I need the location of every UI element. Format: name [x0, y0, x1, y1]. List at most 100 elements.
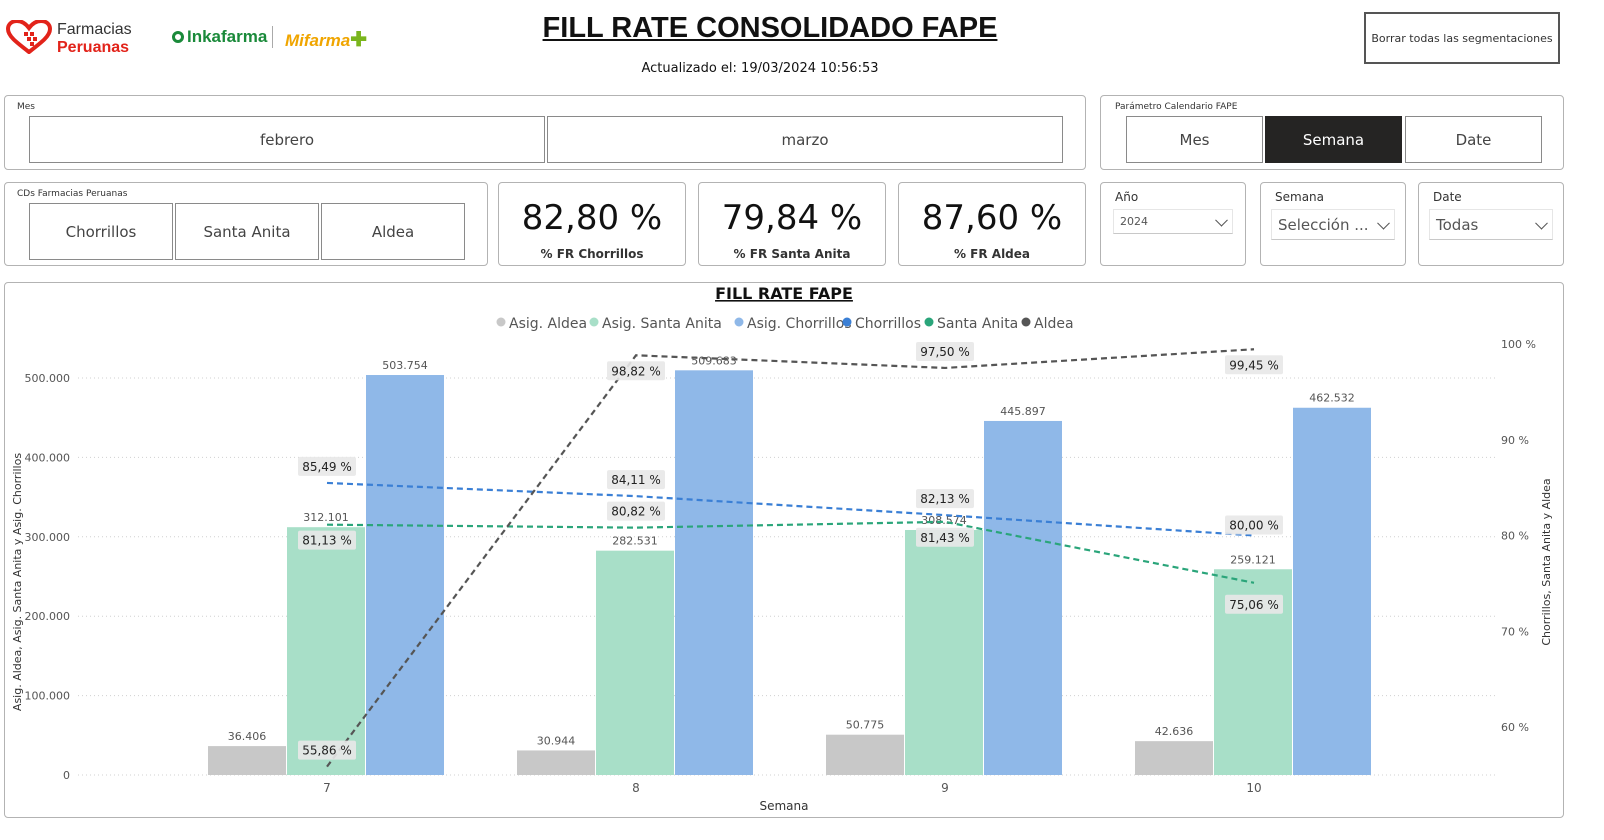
legend-marker	[842, 317, 852, 327]
slicer-parametro-calendario: Parámetro Calendario FAPE Mes Semana Dat…	[1100, 95, 1564, 170]
bar-asig-aldea	[826, 734, 904, 775]
legend-label: Chorrillos	[855, 316, 921, 332]
inkafarma-text: Inkafarma	[187, 27, 268, 46]
bar-value-label: 509.683	[691, 354, 737, 367]
clear-slicers-button[interactable]: Borrar todas las segmentaciones	[1364, 12, 1560, 64]
line-value-label: 80,82 %	[611, 505, 661, 519]
kpi-label: % FR Aldea	[953, 247, 1031, 261]
chevron-down-icon	[1215, 213, 1228, 227]
date-value: Todas	[1436, 215, 1479, 234]
bar-value-label: 462.532	[1309, 392, 1355, 405]
bar-asig-chorrillos	[984, 420, 1062, 775]
bar-asig-chorrillos	[1293, 407, 1371, 775]
legend-marker	[589, 317, 599, 327]
brand-line1: Farmacias	[57, 21, 132, 38]
kpi-card-aldea: 87,60 % % FR Aldea	[898, 182, 1086, 266]
slicer-cds: CDs Farmacias Peruanas Chorrillos Santa …	[4, 182, 488, 266]
line-value-label: 75,06 %	[1229, 598, 1279, 612]
semana-value: Selección ...	[1278, 215, 1369, 234]
bar-value-label: 42.636	[1155, 725, 1194, 738]
y-tick-label: 200.000	[25, 610, 71, 623]
legend-label: Asig. Santa Anita	[602, 316, 722, 332]
param-item-semana[interactable]: Semana	[1265, 116, 1402, 163]
inkafarma-logo: Inkafarma	[172, 27, 267, 47]
semana-dropdown[interactable]: Selección ...	[1271, 209, 1395, 240]
cd-item-santa-anita[interactable]: Santa Anita	[175, 203, 319, 260]
cd-item-chorrillos[interactable]: Chorrillos	[29, 203, 173, 260]
line-value-label: 82,13 %	[920, 492, 970, 506]
slicer-mes: Mes febrero marzo	[4, 95, 1086, 170]
bar-asig-aldea	[517, 750, 595, 775]
kpi-value: 79,84 %	[721, 198, 863, 238]
y-axis-title: Asig. Aldea, Asig. Santa Anita y Asig. C…	[11, 453, 24, 711]
legend-label: Santa Anita	[937, 316, 1018, 332]
y-tick-label: 300.000	[25, 531, 71, 544]
fill-rate-chart: FILL RATE FAPE Asig. Aldea Asig. Santa Ani…	[11, 284, 1553, 813]
heart-logo-icon	[6, 20, 52, 54]
legend-marker	[924, 317, 934, 327]
legend-marker	[1021, 317, 1031, 327]
y2-tick-label: 70 %	[1501, 625, 1529, 638]
bar-asig-chorrillos	[675, 370, 753, 775]
slicer-item-febrero[interactable]: febrero	[29, 116, 545, 163]
slicer-cds-title: CDs Farmacias Peruanas	[17, 189, 128, 199]
x-tick-label: 7	[323, 781, 331, 795]
param-item-date[interactable]: Date	[1405, 116, 1542, 163]
line-value-label: 80,00 %	[1229, 519, 1279, 533]
farmacias-peruanas-logo: Farmacias Peruanas	[6, 18, 146, 58]
y-tick-label: 500.000	[25, 372, 71, 385]
line-value-label: 97,50 %	[920, 345, 970, 359]
anio-value: 2024	[1120, 215, 1148, 228]
kpi-value: 87,60 %	[921, 198, 1063, 238]
line-aldea	[326, 348, 1255, 768]
page-title: FILL RATE CONSOLIDADO FAPE	[542, 12, 998, 44]
line-label-bg	[607, 361, 665, 381]
logo-divider	[272, 26, 273, 48]
line-value-label: 84,11 %	[611, 473, 661, 487]
y2-tick-label: 100 %	[1501, 338, 1536, 351]
line-label-bg	[916, 341, 974, 361]
bar-value-label: 36.406	[228, 730, 267, 743]
slicer-mes-title: Mes	[17, 102, 35, 112]
updated-timestamp: Actualizado el: 19/03/2024 10:56:53	[641, 61, 879, 76]
line-value-label: 99,45 %	[1229, 358, 1279, 372]
legend-marker	[496, 317, 506, 327]
bar-asig-santa-anita	[287, 527, 365, 775]
legend-label: Aldea	[1034, 316, 1074, 332]
bar-value-label: 259.121	[1230, 553, 1276, 566]
mifarma-text: Mifarma	[285, 31, 351, 50]
bar-asig-santa-anita	[596, 550, 674, 775]
line-label-bg	[298, 456, 356, 476]
line-label-bg	[916, 489, 974, 509]
line-value-label: 81,13 %	[302, 534, 352, 548]
x-tick-label: 8	[632, 781, 640, 795]
chevron-down-icon	[1535, 216, 1548, 230]
kpi-value: 82,80 %	[521, 198, 663, 238]
y2-axis-title: Chorrillos, Santa Anita y Aldea	[1540, 478, 1553, 645]
slicer-item-marzo[interactable]: marzo	[547, 116, 1063, 163]
y-tick-label: 100.000	[25, 690, 71, 703]
cd-item-aldea[interactable]: Aldea	[321, 203, 465, 260]
bar-asig-aldea	[1135, 741, 1213, 775]
kpi-label: % FR Chorrillos	[540, 247, 644, 261]
date-dropdown[interactable]: Todas	[1429, 209, 1553, 240]
line-chorrillos	[326, 481, 1255, 537]
chevron-down-icon	[1377, 216, 1390, 230]
filter-date-label: Date	[1433, 190, 1462, 204]
y-tick-label: 400.000	[25, 451, 71, 464]
line-value-label: 81,43 %	[920, 531, 970, 545]
anio-dropdown[interactable]: 2024	[1113, 209, 1233, 234]
x-tick-label: 10	[1246, 781, 1261, 795]
line-label-bg	[298, 740, 356, 760]
bar-asig-chorrillos	[366, 375, 444, 775]
line-label-bg	[916, 527, 974, 547]
line-value-label: 85,49 %	[302, 460, 352, 474]
line-value-label: 55,86 %	[302, 744, 352, 758]
param-item-mes[interactable]: Mes	[1126, 116, 1263, 163]
y-tick-label: 0	[63, 769, 70, 782]
y2-tick-label: 80 %	[1501, 530, 1529, 543]
brand-line2: Peruanas	[57, 39, 130, 56]
kpi-card-santa-anita: 79,84 % % FR Santa Anita	[698, 182, 886, 266]
inkafarma-dot-icon	[172, 31, 184, 43]
line-value-label: 98,82 %	[611, 364, 661, 378]
